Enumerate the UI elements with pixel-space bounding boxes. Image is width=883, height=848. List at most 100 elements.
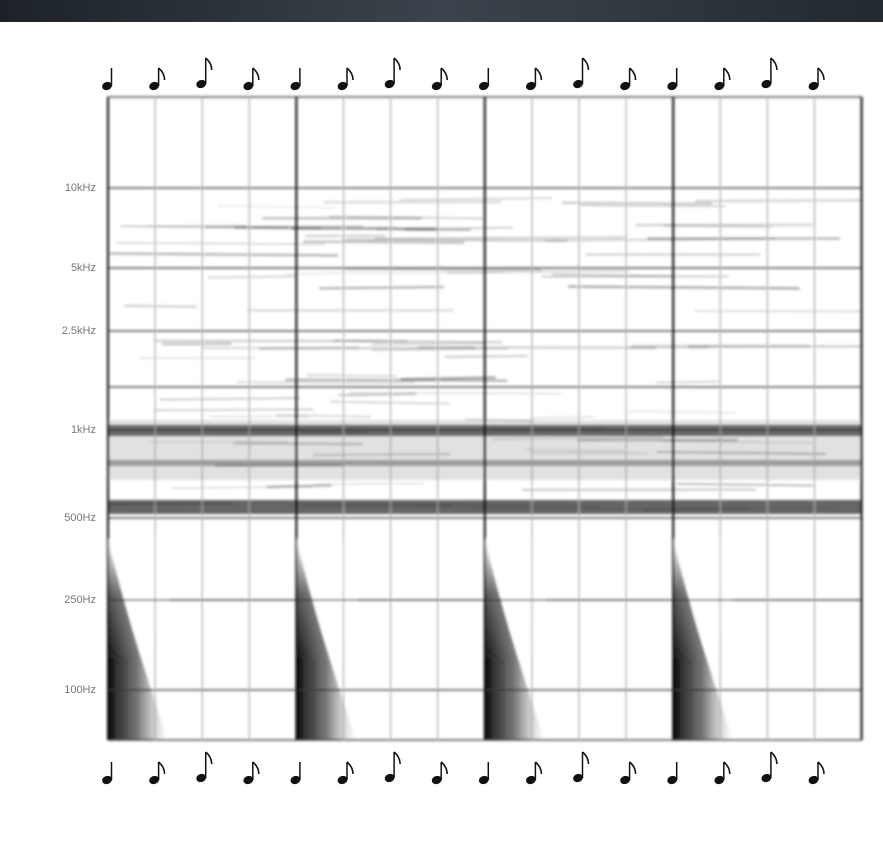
eighth-note (243, 67, 260, 91)
harmonic-trace (285, 378, 508, 382)
eighth-note (243, 761, 260, 785)
eighth-note (196, 751, 213, 783)
note-flag (205, 57, 213, 71)
harmonic-trace (447, 270, 630, 274)
note-flag (252, 67, 260, 81)
note-flag (817, 761, 825, 775)
quarter-note (102, 762, 113, 785)
note-head (526, 81, 536, 91)
eighth-note (573, 57, 590, 89)
harmonic-trace (258, 346, 476, 350)
note-flag (629, 67, 637, 81)
note-flag (723, 67, 731, 81)
harmonic-trace (567, 285, 800, 290)
note-flag (346, 761, 354, 775)
note-flag (440, 67, 448, 81)
harmonic-trace (217, 205, 337, 209)
note-head (714, 81, 725, 91)
note-flag (393, 57, 401, 71)
eighth-note (149, 67, 166, 91)
note-head (196, 773, 207, 783)
note-flag (770, 751, 778, 765)
quarter-note (478, 762, 490, 785)
note-flag (581, 751, 590, 765)
frequency-label: 5kHz (71, 262, 96, 274)
harmonic-trace (344, 267, 542, 272)
harmonic-trace (656, 381, 721, 383)
eighth-note (620, 761, 637, 785)
note-flag (252, 761, 260, 775)
harmonic-trace (319, 226, 396, 230)
note-head (102, 81, 112, 91)
harmonic-trace (676, 482, 814, 487)
spectrogram (107, 96, 863, 741)
eighth-note (149, 761, 166, 785)
harmonic-trace (376, 226, 513, 230)
note-head (243, 81, 254, 91)
eighth-note (384, 751, 401, 783)
eighth-note (761, 751, 778, 783)
harmonic-trace (444, 355, 528, 358)
note-flag (817, 67, 825, 81)
note-head (573, 79, 583, 89)
note-flag (629, 761, 637, 775)
eighth-note (384, 57, 401, 89)
note-head (290, 775, 301, 785)
note-head (478, 81, 489, 91)
eighth-note (337, 67, 354, 91)
frequency-label: 1kHz (71, 424, 96, 436)
harmonic-trace (276, 414, 371, 418)
note-head (196, 79, 207, 89)
harmonic-trace (551, 273, 674, 277)
harmonic-trace (561, 201, 713, 205)
note-head (384, 79, 395, 89)
note-head (384, 773, 395, 783)
harmonic-trace (695, 198, 863, 203)
note-flag (346, 67, 354, 81)
note-head (573, 773, 583, 783)
note-head (808, 81, 819, 91)
note-flag (393, 751, 401, 765)
note-head (102, 775, 112, 785)
note-rows (102, 57, 825, 785)
frequency-labels: 10kHz 5kHz 2.5kHz 1kHz 500Hz 250Hz 100Hz (62, 182, 96, 696)
eighth-note (196, 57, 213, 89)
note-head (149, 81, 159, 91)
frequency-label: 100Hz (64, 684, 96, 696)
harmonic-trace (303, 240, 465, 244)
harmonic-trace (663, 224, 772, 228)
eighth-note (808, 67, 825, 91)
note-flag (581, 57, 590, 71)
harmonic-trace (342, 238, 568, 242)
note-flag (770, 57, 778, 71)
eighth-note (714, 67, 731, 91)
harmonic-trace (201, 346, 359, 349)
note-flag (205, 751, 213, 765)
note-flag (158, 761, 166, 775)
harmonic-trace (400, 376, 496, 381)
harmonic-trace (149, 224, 247, 228)
note-flag (440, 761, 448, 775)
eighth-note (620, 67, 637, 91)
harmonic-trace (532, 416, 596, 419)
eighth-note (431, 67, 448, 91)
harmonic-trace (170, 486, 312, 489)
note-head (526, 775, 536, 785)
frequency-label: 10kHz (65, 182, 96, 194)
note-head (337, 775, 348, 785)
note-head (667, 775, 678, 785)
note-head (620, 81, 630, 91)
harmonic-trace (207, 275, 298, 279)
frequency-label: 250Hz (64, 594, 96, 606)
eighth-note (808, 761, 825, 785)
eighth-note (526, 761, 543, 785)
harmonic-trace (266, 484, 332, 488)
harmonic-trace (314, 482, 425, 486)
quarter-note (667, 762, 678, 785)
note-head (290, 81, 301, 91)
quarter-note (290, 68, 301, 91)
harmonic-trace (237, 381, 415, 384)
note-head (620, 775, 630, 785)
